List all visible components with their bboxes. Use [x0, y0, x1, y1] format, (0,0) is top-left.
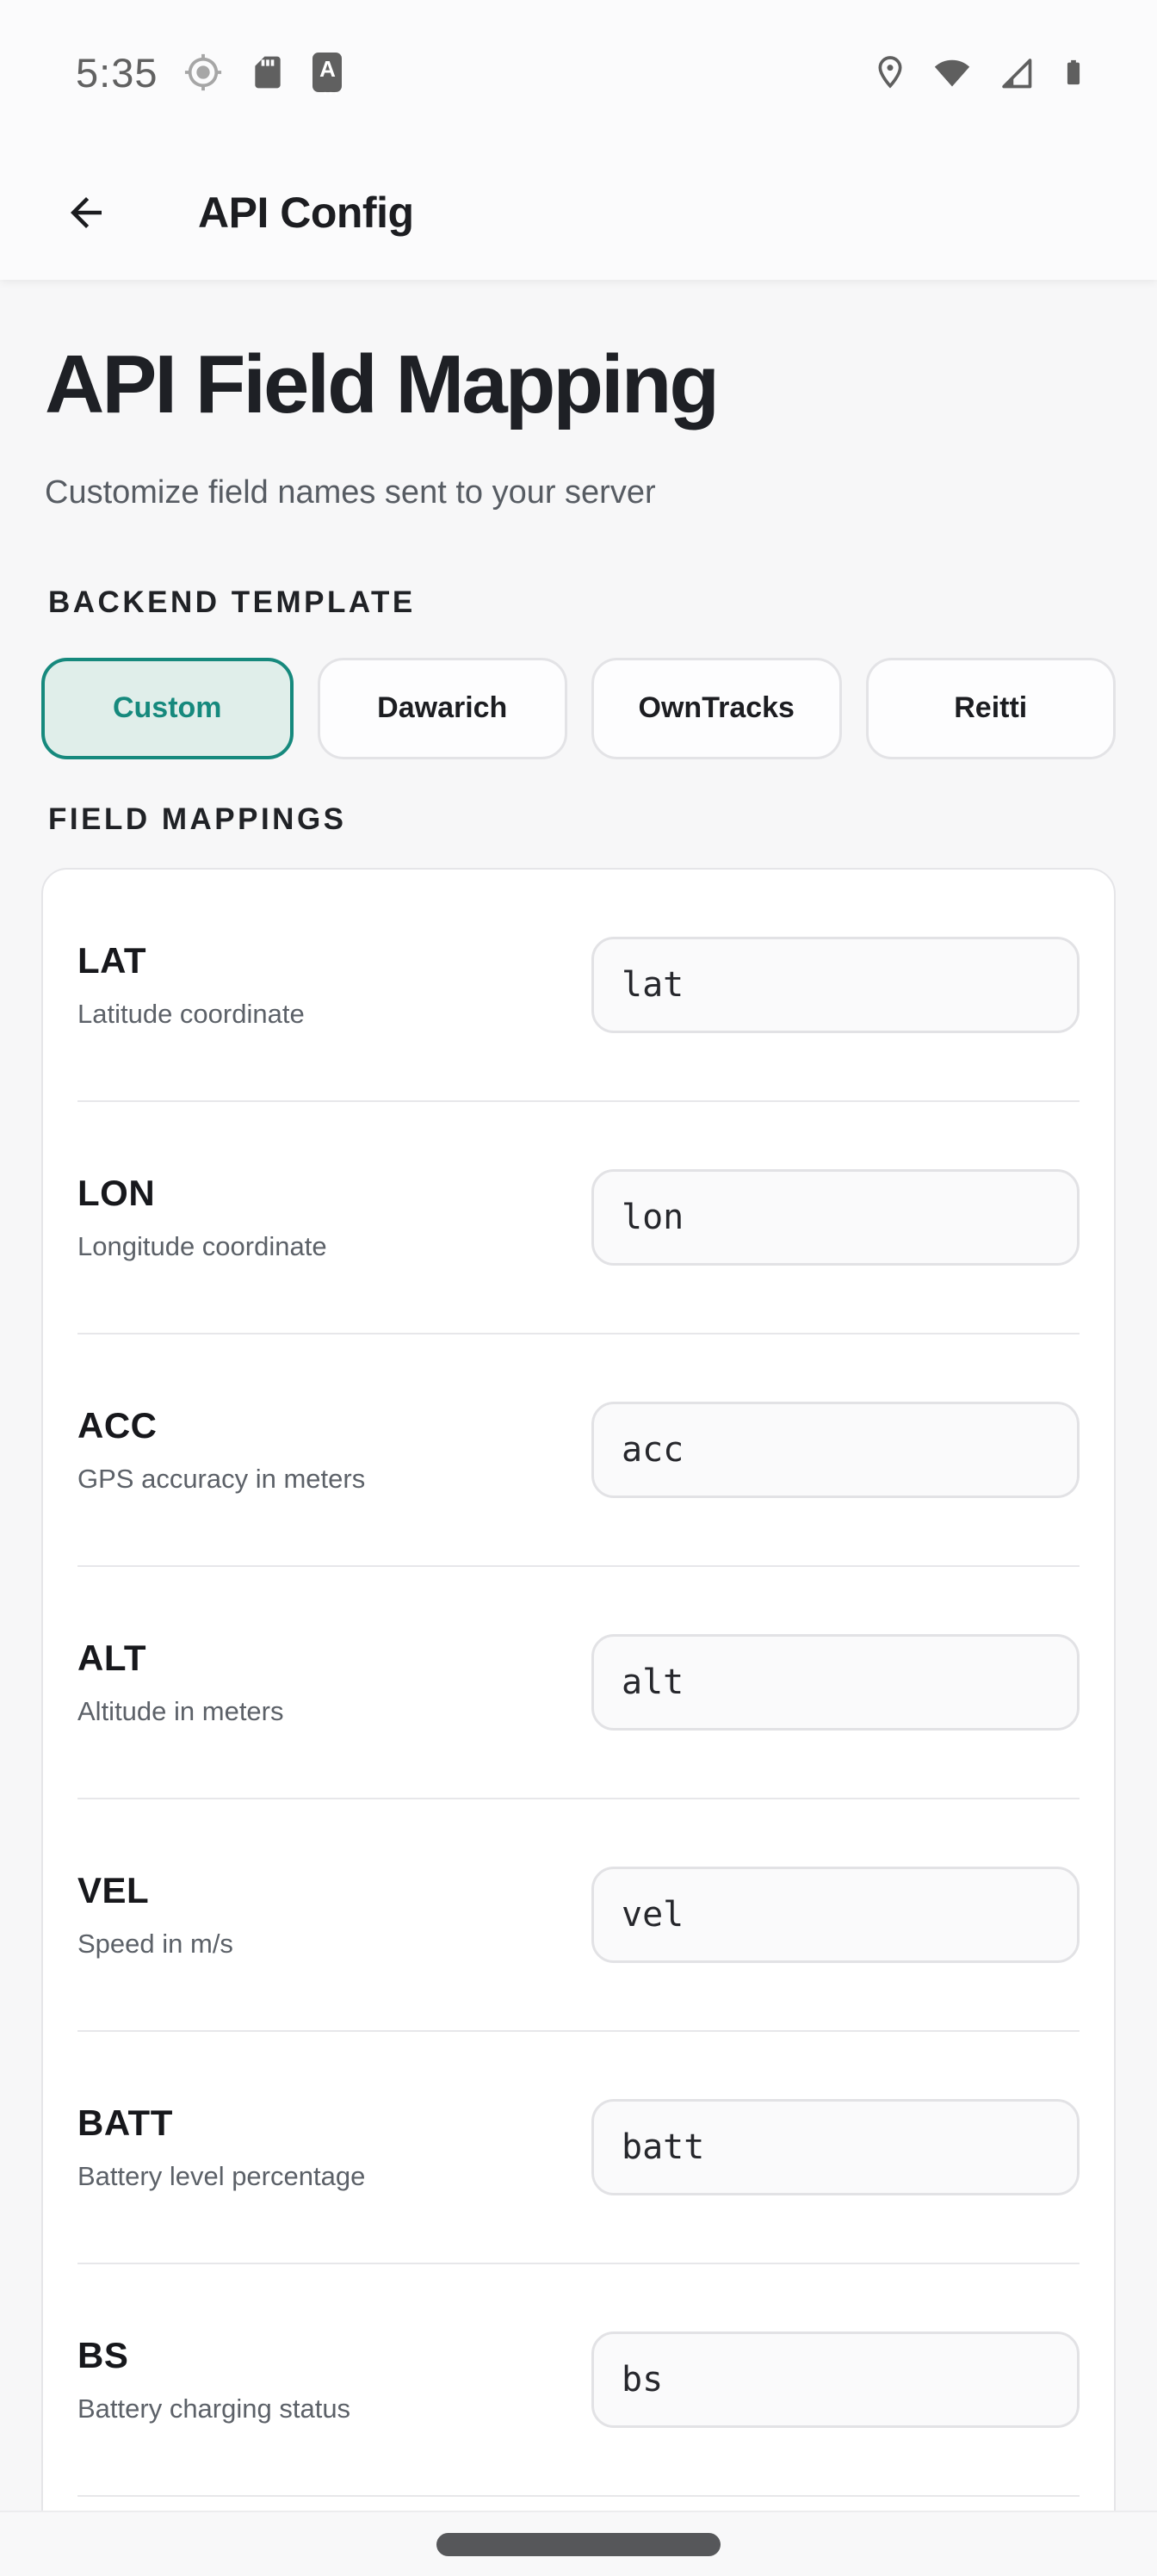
cell-signal-icon: [997, 53, 1035, 91]
field-key: ALT: [77, 1637, 147, 1678]
row-divider: [77, 2029, 1080, 2032]
row-divider: [77, 1099, 1080, 1102]
row-divider: [77, 2262, 1080, 2264]
field-info: VEL Speed in m/s: [77, 1870, 233, 1960]
row-divider: [77, 1797, 1080, 1799]
field-description: GPS accuracy in meters: [77, 1463, 366, 1494]
field-description: Speed in m/s: [77, 1928, 233, 1959]
app-bar: API Config: [0, 145, 1157, 280]
field-info: LAT Latitude coordinate: [77, 940, 305, 1030]
field-description: Longitude coordinate: [77, 1230, 327, 1261]
location-pin-icon: [873, 53, 907, 91]
field-input-lat[interactable]: [591, 936, 1080, 1033]
arrow-back-icon: [63, 189, 109, 236]
system-nav-bar: [0, 2511, 1157, 2576]
field-info: BATT Battery level percentage: [77, 2102, 365, 2192]
template-option-label: Custom: [112, 691, 222, 725]
app-bar-title: API Config: [198, 188, 414, 237]
status-left-icons: A: [183, 52, 343, 94]
field-description: Latitude coordinate: [77, 998, 305, 1029]
field-description: Battery level percentage: [77, 2160, 366, 2191]
field-mappings-card: LAT Latitude coordinate LON Longitude co…: [41, 867, 1116, 2576]
field-description: Battery charging status: [77, 2393, 351, 2424]
mapping-row: ALT Altitude in meters: [77, 1567, 1080, 1798]
battery-icon: [1059, 52, 1088, 93]
field-mappings-label: FIELD MAPPINGS: [48, 802, 347, 836]
field-key: BS: [77, 2334, 129, 2375]
template-option-reitti[interactable]: Reitti: [865, 657, 1116, 759]
mapping-row: BS Battery charging status: [77, 2264, 1080, 2495]
field-key: ACC: [77, 1404, 158, 1446]
gps-fixed-icon: [183, 53, 223, 92]
row-divider: [77, 1332, 1080, 1334]
template-option-label: OwnTracks: [638, 691, 795, 725]
status-right-icons: [873, 52, 1088, 93]
mapping-row: ACC GPS accuracy in meters: [77, 1334, 1080, 1565]
template-option-dawarich[interactable]: Dawarich: [317, 657, 567, 759]
field-info: BS Battery charging status: [77, 2335, 350, 2424]
wifi-icon: [931, 53, 973, 91]
field-input-vel[interactable]: [591, 1866, 1080, 1963]
field-info: LON Longitude coordinate: [77, 1173, 327, 1262]
gesture-bar[interactable]: [436, 2532, 721, 2556]
status-time: 5:35: [76, 49, 158, 96]
page-content: API Field Mapping Customize field names …: [0, 340, 1157, 2576]
status-bar: 5:35 A: [0, 0, 1157, 145]
field-input-batt[interactable]: [591, 2098, 1080, 2195]
field-info: ACC GPS accuracy in meters: [77, 1405, 365, 1495]
template-option-owntracks[interactable]: OwnTracks: [591, 657, 842, 759]
row-divider: [77, 2494, 1080, 2497]
page-subtitle: Customize field names sent to your serve…: [45, 474, 656, 511]
field-input-alt[interactable]: [591, 1633, 1080, 1731]
template-option-label: Reitti: [954, 691, 1028, 725]
field-key: LON: [77, 1172, 156, 1213]
mapping-row: VEL Speed in m/s: [77, 1799, 1080, 2030]
mapping-row: BATT Battery level percentage: [77, 2032, 1080, 2263]
template-option-custom[interactable]: Custom: [41, 657, 294, 759]
app-top-chrome: 5:35 A: [0, 0, 1157, 280]
field-key: VEL: [77, 1869, 150, 1910]
field-input-acc[interactable]: [591, 1401, 1080, 1498]
template-options: Custom Dawarich OwnTracks Reitti: [41, 657, 1116, 759]
mapping-row: LON Longitude coordinate: [77, 1102, 1080, 1333]
sd-card-icon: [249, 52, 287, 93]
field-input-bs[interactable]: [591, 2331, 1080, 2428]
backend-template-label: BACKEND TEMPLATE: [48, 585, 416, 619]
mapping-row: LAT Latitude coordinate: [77, 870, 1080, 1100]
field-input-lon[interactable]: [591, 1168, 1080, 1266]
field-info: ALT Altitude in meters: [77, 1638, 284, 1727]
row-divider: [77, 1564, 1080, 1567]
field-key: BATT: [77, 2102, 173, 2143]
page-title: API Field Mapping: [45, 338, 720, 430]
accessibility-a-icon: A: [312, 53, 343, 94]
field-key: LAT: [77, 939, 147, 981]
template-option-label: Dawarich: [377, 691, 508, 725]
back-button[interactable]: [62, 189, 110, 237]
field-description: Altitude in meters: [77, 1695, 284, 1726]
